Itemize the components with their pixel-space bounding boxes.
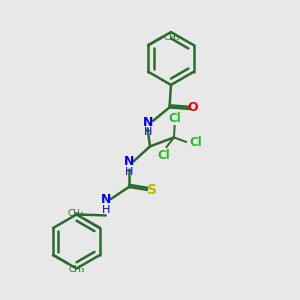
Text: N: N bbox=[142, 116, 153, 129]
Text: H: H bbox=[143, 127, 152, 137]
Text: S: S bbox=[147, 183, 158, 197]
Text: O: O bbox=[187, 101, 198, 114]
Text: Cl: Cl bbox=[190, 136, 202, 149]
Text: H: H bbox=[125, 167, 133, 177]
Text: CH₃: CH₃ bbox=[68, 209, 84, 218]
Text: H: H bbox=[101, 205, 110, 215]
Text: CH₃: CH₃ bbox=[163, 33, 180, 42]
Text: N: N bbox=[100, 193, 111, 206]
Text: Cl: Cl bbox=[157, 149, 170, 162]
Text: N: N bbox=[124, 155, 134, 168]
Text: CH₃: CH₃ bbox=[69, 265, 85, 274]
Text: Cl: Cl bbox=[168, 112, 181, 125]
